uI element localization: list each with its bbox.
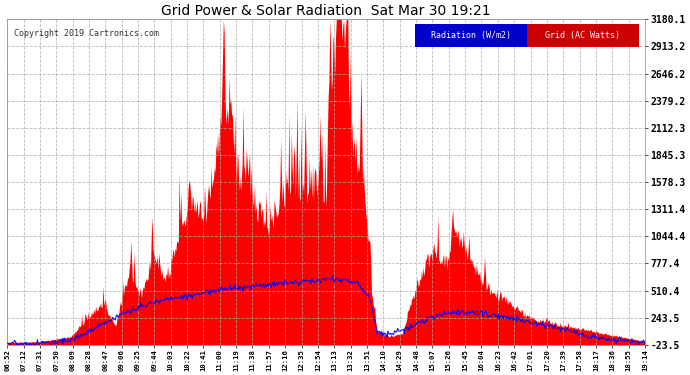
FancyBboxPatch shape (415, 24, 527, 47)
Text: Radiation (W/m2): Radiation (W/m2) (431, 31, 511, 40)
Title: Grid Power & Solar Radiation  Sat Mar 30 19:21: Grid Power & Solar Radiation Sat Mar 30 … (161, 4, 491, 18)
FancyBboxPatch shape (527, 24, 639, 47)
Text: Copyright 2019 Cartronics.com: Copyright 2019 Cartronics.com (14, 29, 159, 38)
Text: Grid (AC Watts): Grid (AC Watts) (545, 31, 620, 40)
